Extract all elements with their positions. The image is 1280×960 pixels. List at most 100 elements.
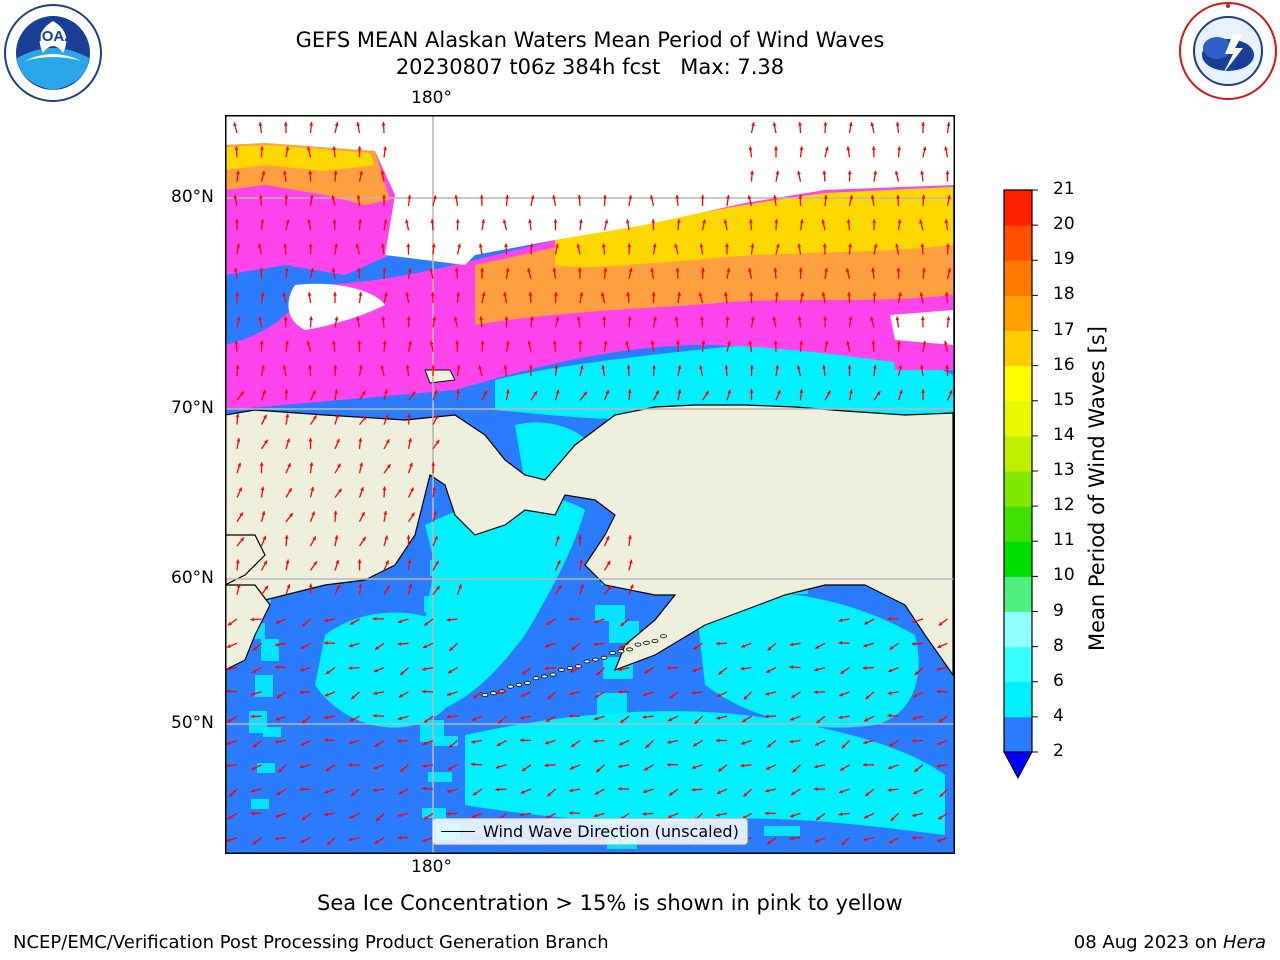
wind-wave-arrow-head (398, 790, 403, 795)
wind-wave-arrow-head (358, 437, 363, 442)
wind-wave-arrow-head (264, 439, 268, 444)
wind-wave-arrow-head (888, 668, 893, 673)
wind-wave-arrow-head (748, 340, 753, 345)
wind-wave-arrow-head (552, 340, 557, 345)
nws-logo (1177, 0, 1279, 102)
wind-wave-arrow-head (822, 170, 827, 175)
chart-title-line1: GEFS MEAN Alaskan Waters Mean Period of … (295, 28, 885, 52)
colorbar-swatch (1004, 646, 1032, 683)
wind-wave-arrow-head (724, 365, 729, 369)
wind-wave-arrow-head (250, 811, 255, 816)
wind-wave-arrow-head (257, 243, 262, 248)
wind-wave-arrow-head (937, 838, 942, 842)
wind-wave-arrow-head (234, 219, 239, 223)
wind-wave-arrow-head (333, 510, 338, 515)
wind-wave-arrow-head (579, 559, 583, 564)
wind-wave-arrow-head (627, 316, 632, 321)
wind-wave-arrow-head (716, 641, 720, 646)
wind-wave-arrow-head (887, 691, 892, 695)
wind-wave-arrow-head (520, 790, 525, 794)
wind-wave-arrow-head (839, 692, 844, 697)
wind-wave-arrow-head (286, 584, 291, 589)
colorbar-tick-label: 14 (1053, 424, 1075, 445)
wind-wave-arrow-head (251, 669, 256, 673)
wind-wave-arrow-head (618, 764, 623, 769)
wind-wave-arrow-head (797, 170, 801, 175)
wind-wave-arrow-head (628, 559, 633, 564)
wind-wave-arrow-head (348, 763, 353, 767)
wind-wave-arrow-head (846, 340, 850, 345)
wind-wave-arrow-head (545, 643, 550, 648)
wind-wave-arrow-head (520, 812, 524, 817)
wind-wave-arrow-head (822, 365, 826, 369)
wind-wave-arrow-head (839, 789, 844, 794)
wind-wave-arrow-head (775, 365, 780, 369)
wind-wave-arrow-head (946, 316, 951, 321)
wind-wave-arrow-head (840, 670, 845, 674)
ocean-cyan-speck (257, 763, 275, 773)
land-aleutian-island (651, 639, 659, 644)
footer-left: NCEP/EMC/Verification Post Processing Pr… (13, 932, 609, 953)
wind-wave-arrow-head (767, 646, 772, 651)
wind-wave-arrow-head (865, 792, 870, 796)
ocean-period-4-6-region-4 (465, 711, 945, 835)
wind-wave-arrow-head (607, 586, 612, 590)
wind-wave-arrow-head (873, 170, 878, 175)
wind-wave-arrow-head (528, 219, 532, 223)
wind-wave-arrow-head (334, 316, 339, 321)
wind-wave-arrow-head (675, 267, 680, 272)
wind-wave-arrow-head (674, 243, 679, 248)
wind-wave-arrow-head (382, 194, 386, 199)
wind-wave-arrow-head (529, 243, 534, 248)
wind-wave-arrow-head (408, 438, 412, 442)
wind-wave-arrow-head (580, 584, 584, 588)
wind-wave-arrow-head (308, 583, 313, 588)
wind-wave-arrow-head (547, 695, 552, 700)
map-frame (225, 115, 955, 854)
wind-wave-arrow-head (457, 243, 462, 248)
wind-wave-arrow-head (922, 340, 927, 345)
wind-wave-arrow-head (373, 691, 377, 696)
wind-wave-arrow-head (726, 341, 731, 345)
wind-wave-arrow-head (528, 365, 533, 369)
wind-wave-arrow-head (422, 838, 427, 843)
wind-wave-arrow-head (324, 618, 329, 623)
ocean-cyan-speck (597, 693, 627, 715)
wind-wave-arrow-head (789, 665, 794, 669)
wind-wave-arrow-head (300, 645, 305, 649)
wind-wave-arrow-head (620, 622, 625, 626)
wind-wave-arrow-head (821, 219, 826, 224)
wind-wave-arrow-head (348, 666, 353, 671)
wind-wave-arrow-head (772, 122, 777, 127)
wind-wave-arrow-head (406, 243, 411, 248)
wind-wave-arrow-head (938, 718, 943, 723)
wind-wave-arrow-head (765, 691, 770, 696)
wind-wave-arrow-head (358, 219, 362, 223)
wind-wave-arrow-head (545, 718, 550, 722)
wind-wave-arrow-head (333, 170, 338, 175)
wind-wave-arrow-head (324, 641, 328, 645)
wind-wave-arrow-head (887, 616, 892, 621)
wind-wave-arrow-head (504, 316, 509, 320)
footer-date: 08 Aug 2023 on (1073, 932, 1223, 953)
land-aleutian-island (617, 649, 625, 654)
wind-wave-arrow-head (422, 644, 427, 649)
wind-wave-arrow-head (434, 535, 438, 540)
wind-wave-arrow-head (814, 667, 819, 672)
wind-wave-arrow-head (898, 292, 902, 297)
wind-wave-arrow-head (723, 219, 728, 224)
wind-wave-arrow-head (358, 292, 363, 296)
wind-wave-arrow-head (233, 267, 238, 272)
wind-wave-arrow-head (938, 621, 943, 626)
wind-wave-arrow-head (870, 122, 875, 127)
no-data-east (890, 310, 953, 345)
wind-wave-arrow-head (282, 365, 287, 370)
wind-wave-arrow-head (593, 739, 598, 744)
wind-wave-arrow-head (235, 413, 240, 418)
land-aleutian-island (566, 666, 574, 671)
wind-wave-arrow-head (520, 693, 525, 697)
wind-wave-arrow-head (258, 122, 263, 126)
wind-wave-arrow-head (236, 583, 241, 588)
wind-wave-arrow-head (405, 219, 409, 224)
wind-wave-arrow-head (381, 122, 386, 126)
